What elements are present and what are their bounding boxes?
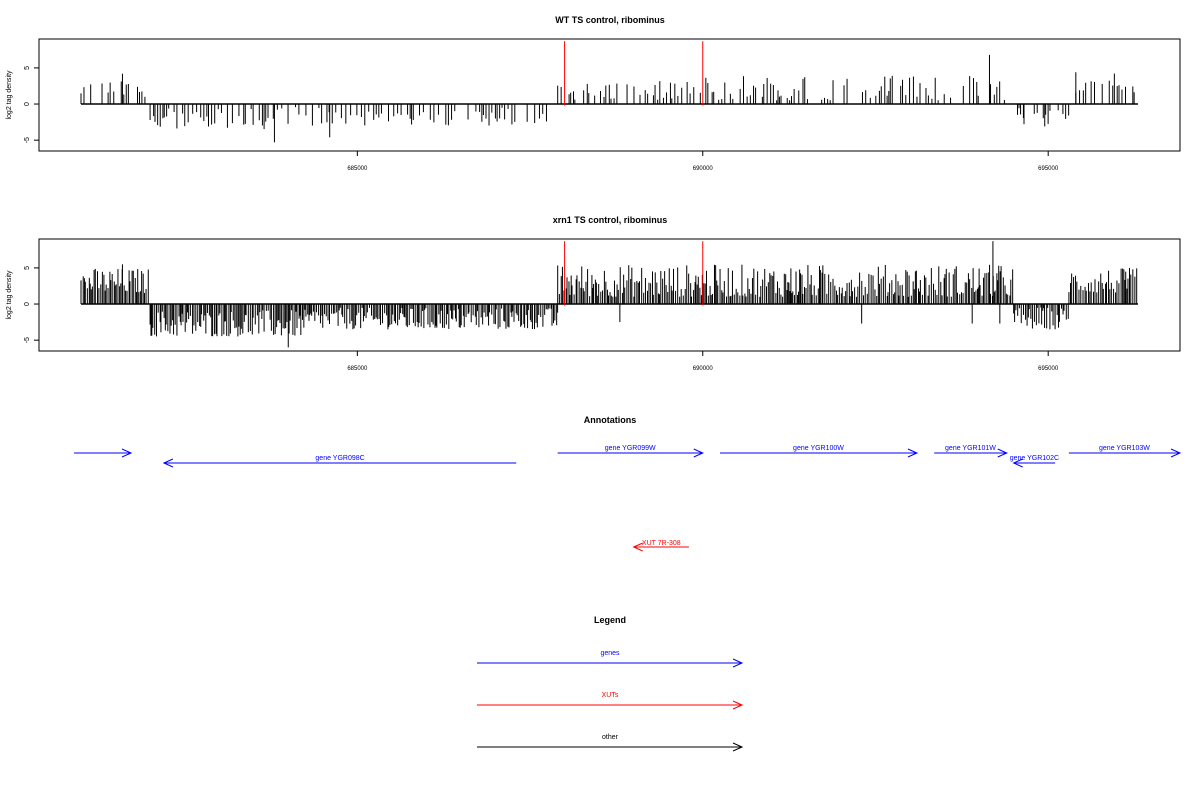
x-tick-label: 685000 [347,166,368,172]
legend-label: genes [600,650,620,657]
legend-label: XUTs [602,692,619,699]
legend: Legend genes XUTs other [477,615,744,752]
y-tick-label: 5 [24,66,31,70]
legend-arrow [477,742,744,752]
gene-arrow [720,448,919,458]
track-panel-wt: WT TS control, ribominus log2 tag densit… [6,15,1181,172]
annotations-title: Annotations [584,415,637,425]
x-tick-label: 690000 [693,366,714,372]
legend-title: Legend [594,615,626,625]
gene-arrow-head [1170,448,1182,458]
x-tick-label: 690000 [693,166,714,172]
x-axis-wt: 685000 690000 695000 [347,151,1059,172]
gene-arrow [1068,448,1182,458]
xut-label: XUT 7R-308 [642,540,681,547]
xut-arrow-head [632,542,643,552]
y-axis-wt: -5 0 5 [24,66,39,143]
legend-label: other [602,734,619,741]
y-axis-xrn1: -5 0 5 [24,266,39,343]
y-tick-label: -5 [24,337,31,343]
track-panel-xrn1: xrn1 TS control, ribominus log2 tag dens… [6,215,1181,372]
legend-arrow-head [732,700,744,710]
gene-arrow [934,448,1008,458]
legend-arrow [477,658,744,668]
gene-label: gene YGR103W [1099,445,1150,452]
gene-arrow [1012,458,1056,468]
bars-xrn1 [80,241,1138,348]
legend-arrow-head [732,742,744,752]
gene-label: gene YGR099W [605,445,656,452]
gene-arrow-head [693,448,704,458]
y-axis-label-xrn1: log2 tag density [6,270,13,320]
xut-annotations: XUT 7R-308 [632,540,689,552]
gene-label: gene YGR098C [315,455,364,462]
gene-arrow [74,448,133,458]
x-tick-label: 695000 [1038,166,1059,172]
plot-frame-wt [38,38,1181,152]
gene-label: gene YGR100W [793,445,844,452]
legend-items: genes XUTs other [477,650,744,752]
gene-annotations: gene YGR098C gene YGR099W gene YGR100W gene… [74,445,1182,468]
y-tick-label: 0 [24,102,31,106]
legend-arrow-head [732,658,744,668]
gene-arrow-head [907,448,919,458]
gene-label: gene YGR102C [1010,455,1059,462]
xut-arrow [632,542,689,552]
y-tick-label: 0 [24,302,31,306]
x-tick-label: 695000 [1038,366,1059,372]
gene-arrow [557,448,704,458]
x-axis-xrn1: 685000 690000 695000 [347,351,1059,372]
gene-label: gene YGR101W [945,445,996,452]
y-tick-label: -5 [24,137,31,143]
x-tick-label: 685000 [347,366,368,372]
plot-frame-xrn1 [38,238,1181,352]
gene-arrow-head [121,448,133,458]
gene-arrow-head [1012,458,1023,468]
gene-arrow [162,458,517,468]
legend-arrow [477,700,744,710]
gene-arrow-head [997,448,1008,458]
gene-arrow-head [162,458,174,468]
y-tick-label: 5 [24,266,31,270]
track-title-wt: WT TS control, ribominus [555,15,665,25]
bars-wt [80,41,1138,143]
y-axis-label-wt: log2 tag density [6,70,13,120]
track-title-xrn1: xrn1 TS control, ribominus [553,215,668,225]
